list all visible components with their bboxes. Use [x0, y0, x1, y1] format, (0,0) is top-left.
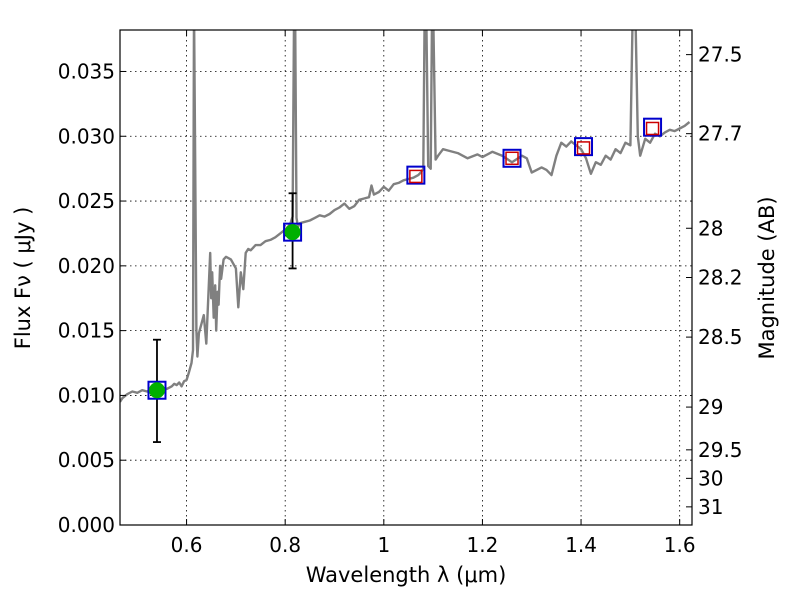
- right-tick-label: 28.5: [698, 325, 743, 349]
- plot-frame: [119, 29, 693, 526]
- right-axis-title: Magnitude (AB): [755, 196, 779, 359]
- right-tick-label: 27.7: [698, 122, 743, 146]
- predicted-point: [505, 151, 519, 166]
- grid-lines: [120, 30, 692, 525]
- model-photometry-box: [283, 222, 303, 242]
- y-tick-label: 0.030: [58, 124, 115, 148]
- y-tick-label: 0.025: [58, 189, 115, 213]
- x-axis-title: Wavelength λ (μm): [306, 563, 507, 587]
- predicted-point: [645, 121, 660, 136]
- y-tick-label: 0.010: [58, 383, 115, 407]
- right-tick-label: 27.5: [698, 43, 743, 67]
- x-tick-label: 1.2: [467, 533, 499, 557]
- model-photometry-box: [574, 137, 594, 157]
- right-tick-label: 29.5: [698, 438, 743, 462]
- model-photometry-box: [502, 148, 522, 168]
- model-photometry-box: [643, 117, 663, 137]
- model-photometry-box: [147, 380, 167, 400]
- y-tick-label: 0.005: [58, 448, 115, 472]
- right-tick-label: 31: [698, 495, 723, 519]
- x-tick-label: 1.6: [664, 533, 696, 557]
- observed-point: [284, 224, 301, 241]
- predicted-point: [576, 141, 591, 155]
- observed-point: [148, 382, 165, 399]
- x-tick-labels: 0.6 0.8 1 1.2 1.4 1.6: [171, 533, 696, 557]
- axis-ticks: [120, 30, 692, 526]
- x-tick-label: 0.6: [171, 533, 203, 557]
- x-tick-label: 1: [377, 533, 390, 557]
- predicted-point: [409, 169, 423, 184]
- y-tick-label: 0.000: [58, 513, 115, 537]
- right-tick-label: 28.2: [698, 266, 743, 290]
- right-tick-label: 29: [698, 395, 723, 419]
- right-tick-label: 30: [698, 466, 723, 490]
- y-tick-label: 0.035: [58, 59, 115, 83]
- x-tick-label: 1.4: [565, 533, 597, 557]
- right-tick-labels: 27.5 27.7 28 28.2 28.5 29 29.5 30 31: [698, 43, 743, 519]
- model-spectrum-line: [120, 30, 691, 403]
- marker-layer: [147, 117, 663, 443]
- y-axis-title: Flux Fν ( μJy ): [11, 207, 35, 350]
- y-tick-labels: 0.000 0.005 0.010 0.015 0.020 0.025 0.030 0.035: [58, 59, 115, 537]
- y-tick-label: 0.015: [58, 319, 115, 343]
- right-tick-label: 28: [698, 216, 723, 240]
- y-tick-label: 0.020: [58, 254, 115, 278]
- spectrum-layer: [120, 30, 691, 403]
- model-photometry-box: [406, 165, 426, 185]
- x-tick-label: 0.8: [269, 533, 301, 557]
